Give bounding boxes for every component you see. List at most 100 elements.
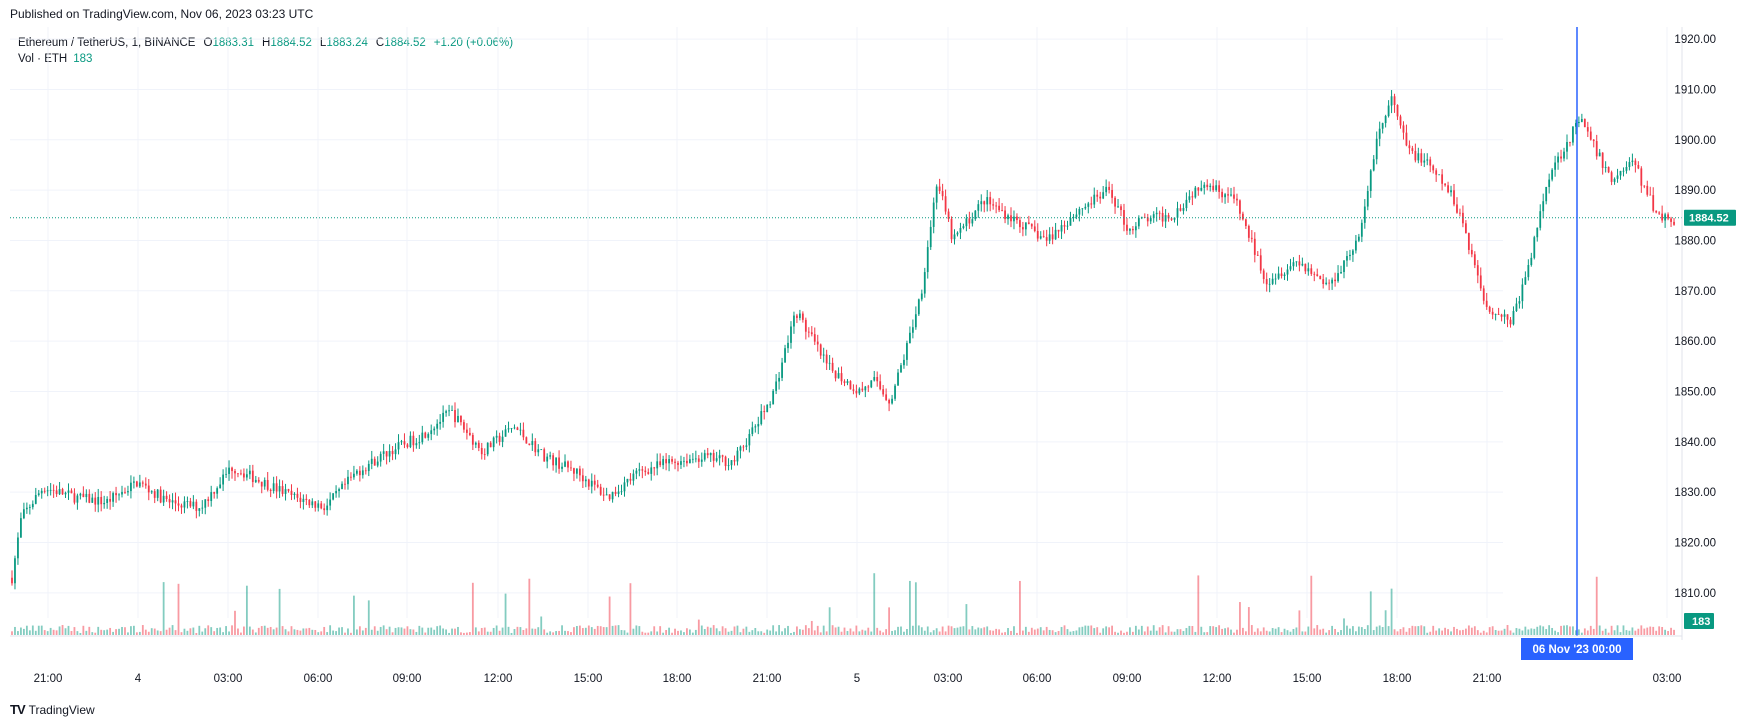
volume-bar	[124, 627, 126, 635]
volume-bar	[1509, 630, 1512, 635]
axis-frame	[10, 27, 1683, 640]
open-key: O	[203, 37, 213, 49]
candle-body	[338, 489, 340, 492]
candle-body	[471, 435, 474, 445]
volume-bar	[52, 629, 55, 635]
volume-bar	[1036, 628, 1039, 635]
candle-body	[281, 486, 284, 494]
time-axis[interactable]: 21:00 4 03:00 06:00 09:00 12:00 15:00 18:00 21:0…	[34, 673, 1682, 685]
volume-bar	[1146, 626, 1149, 635]
candle-body	[79, 493, 82, 496]
candle-body	[659, 461, 662, 466]
candle-body	[944, 196, 947, 212]
volume-bar	[133, 625, 135, 635]
symbol-title[interactable]: Ethereum / TetherUS, 1, BINANCE	[18, 37, 196, 49]
candle-body	[124, 491, 126, 493]
candle-body	[397, 442, 400, 450]
candle-body	[225, 473, 227, 475]
volume-bar	[799, 629, 801, 635]
volume-bar	[1176, 629, 1179, 635]
candle-body	[213, 492, 216, 494]
candle-body	[903, 359, 905, 366]
volume-bar	[754, 628, 757, 635]
candle-body	[1438, 174, 1441, 176]
volume-bar	[1494, 629, 1497, 635]
candle-body	[965, 218, 968, 227]
candle-body	[1063, 225, 1066, 227]
candle-body	[1569, 142, 1571, 143]
volume-bar	[1637, 628, 1640, 635]
candle-body	[540, 449, 543, 451]
candle-body	[1313, 273, 1316, 275]
candle-body	[1102, 192, 1105, 199]
candle-body	[445, 411, 447, 413]
volume-bar	[1539, 625, 1542, 635]
candle-body	[819, 344, 822, 356]
volume-bar	[320, 631, 323, 635]
candle-body	[88, 493, 91, 503]
volume-bar	[1444, 627, 1446, 635]
tradingview-brand[interactable]: TV TradingView	[10, 702, 95, 717]
candle-body	[1093, 194, 1096, 205]
volume-bar	[73, 627, 76, 635]
volume-bar	[1209, 626, 1212, 635]
volume-bar	[91, 632, 94, 635]
candle-body	[1200, 187, 1203, 191]
candle-body	[135, 481, 138, 487]
candle-body	[1227, 194, 1229, 196]
volume-bar	[1465, 628, 1467, 635]
volume-bar	[995, 628, 998, 635]
volume-bar	[581, 628, 584, 635]
volume-bar	[299, 630, 302, 635]
volume-bar	[1253, 631, 1256, 635]
volume-bar	[1363, 629, 1366, 635]
candle-body	[1301, 263, 1304, 266]
volume-bar	[460, 632, 462, 635]
candle-body	[171, 500, 174, 503]
volume-bar	[1343, 618, 1345, 635]
volume-bar	[1512, 632, 1515, 635]
volume-bar	[656, 631, 659, 635]
volume-bar	[959, 626, 962, 635]
candle-body	[629, 478, 632, 481]
candle-body	[897, 372, 899, 386]
candle-body	[1506, 314, 1509, 320]
candle-body	[204, 499, 207, 508]
volume-bar	[1087, 625, 1090, 635]
volume-bar	[486, 631, 489, 635]
volume-bar	[109, 627, 112, 635]
candle-body	[1010, 215, 1012, 222]
volume-bar	[1673, 629, 1675, 635]
candle-body	[1414, 150, 1417, 161]
candle-body	[43, 490, 46, 492]
price-axis[interactable]: 1810.00 1820.00 1830.00 1840.00 1850.00 1860.…	[1674, 34, 1716, 600]
volume-bar	[787, 625, 789, 635]
candle-body	[971, 219, 974, 224]
volume-bar	[1393, 629, 1396, 635]
price-chart[interactable]: 1810.00 1820.00 1830.00 1840.00 1850.00 1860.…	[0, 27, 1755, 693]
candle-body	[1030, 223, 1033, 227]
volume-label[interactable]: Vol · ETH	[18, 53, 68, 65]
volume-bar	[20, 627, 22, 635]
candle-body	[141, 482, 144, 484]
volume-bar	[1078, 627, 1081, 635]
price-tick-label: 1810.00	[1674, 588, 1716, 600]
volume-bar	[552, 632, 555, 635]
volume-bar	[1346, 625, 1348, 635]
volume-bar	[1019, 580, 1021, 635]
volume-bar	[454, 628, 456, 635]
volume-bar	[100, 629, 103, 635]
candle-body	[1265, 279, 1268, 285]
candle-body	[739, 446, 742, 451]
last-price-label: 1884.52	[1689, 213, 1729, 225]
candle-body	[599, 486, 602, 495]
volume-bar	[1563, 625, 1565, 635]
volume-bar	[1417, 626, 1420, 635]
candle-body	[677, 462, 679, 465]
candle-body	[1039, 236, 1042, 239]
candle-body	[959, 227, 962, 233]
volume-bar	[599, 626, 602, 635]
volume-bar	[1111, 625, 1113, 635]
volume-bar	[507, 626, 510, 635]
volume-bar	[1271, 628, 1274, 635]
